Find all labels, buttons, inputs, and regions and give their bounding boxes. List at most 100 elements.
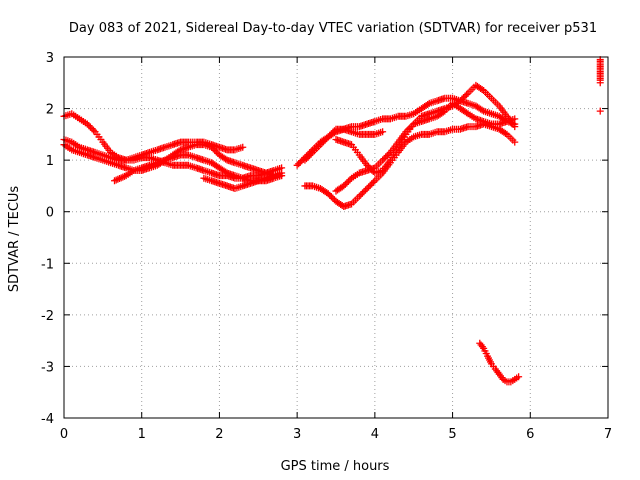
x-tick-label: 2 (215, 427, 223, 442)
data-point (343, 179, 351, 187)
data-point (379, 128, 387, 136)
data-point (88, 125, 96, 133)
data-point (301, 156, 309, 164)
data-points (60, 56, 604, 386)
data-point (296, 158, 304, 166)
data-point (304, 153, 312, 161)
data-point (320, 138, 328, 146)
y-tick-label: -2 (41, 309, 54, 324)
x-axis-label: GPS time / hours (281, 459, 390, 474)
data-point (382, 153, 390, 161)
data-series-track-b (60, 136, 247, 164)
data-point (117, 174, 125, 182)
data-point (121, 172, 129, 180)
data-series-track-l (596, 56, 604, 115)
data-point (316, 141, 324, 149)
data-point (511, 138, 519, 146)
data-point (355, 192, 363, 200)
data-point (295, 160, 303, 168)
data-point (344, 177, 352, 185)
data-point (365, 183, 373, 191)
grid-lines (64, 57, 608, 418)
x-tick-label: 1 (138, 427, 146, 442)
y-tick-label: 1 (46, 154, 54, 169)
data-series-track-e (200, 169, 286, 193)
data-series-track-g (301, 125, 387, 164)
data-point (515, 373, 523, 381)
data-point (209, 145, 217, 153)
data-series-track-k (476, 339, 523, 386)
y-axis-label: SDTVAR / TECUs (7, 186, 22, 293)
data-point (596, 79, 604, 87)
data-point (327, 193, 335, 201)
y-tick-label: 0 (46, 206, 54, 221)
data-point (119, 173, 127, 181)
data-point (116, 175, 124, 183)
data-point (369, 178, 377, 186)
data-point (293, 161, 301, 169)
data-point (111, 177, 119, 185)
data-point (379, 156, 387, 164)
data-point (456, 97, 464, 105)
data-point (278, 169, 286, 177)
data-point (112, 176, 120, 184)
data-point (461, 92, 469, 100)
data-point (463, 91, 471, 99)
data-point (362, 186, 370, 194)
y-tick-label: -4 (41, 412, 54, 427)
data-point (302, 155, 310, 163)
data-point (360, 188, 368, 196)
data-point (363, 185, 371, 193)
data-point (324, 190, 332, 198)
x-tick-label: 3 (293, 427, 301, 442)
data-point (357, 191, 365, 199)
data-point (341, 180, 349, 188)
y-tick-label: -3 (41, 360, 54, 375)
data-point (208, 143, 216, 151)
data-point (596, 107, 604, 115)
data-point (329, 194, 337, 202)
data-point (380, 155, 388, 163)
data-point (326, 131, 334, 139)
data-point (327, 130, 335, 138)
y-tick-labels: -4 -3 -2 -1 0 1 2 3 (41, 51, 54, 427)
data-point (83, 120, 91, 128)
data-series-track-j (332, 99, 519, 195)
data-point (306, 152, 314, 160)
data-point (222, 168, 230, 176)
data-point (366, 181, 374, 189)
data-point (307, 150, 315, 158)
x-tick-label: 4 (371, 427, 379, 442)
data-point (458, 95, 466, 103)
y-tick-label: -1 (41, 257, 54, 272)
data-point (212, 148, 220, 156)
data-point (385, 150, 393, 158)
plot-frame (63, 56, 609, 419)
data-point (511, 115, 519, 123)
data-point (114, 175, 122, 183)
data-point (358, 189, 366, 197)
y-tick-label: 3 (46, 51, 54, 66)
data-point (326, 191, 334, 199)
data-point (324, 133, 332, 141)
data-point (330, 127, 338, 135)
data-point (222, 155, 230, 163)
x-tick-label: 7 (604, 427, 612, 442)
data-point (321, 136, 329, 144)
x-tick-label: 6 (526, 427, 534, 442)
data-point (85, 122, 93, 130)
data-point (478, 106, 486, 114)
data-point (368, 180, 376, 188)
x-tick-label: 0 (60, 427, 68, 442)
chart-title: Day 083 of 2021, Sidereal Day-to-day VTE… (69, 21, 597, 36)
data-point (459, 94, 467, 102)
data-point (424, 100, 432, 108)
data-point (86, 123, 94, 131)
data-point (239, 143, 247, 151)
data-point (318, 139, 326, 147)
y-tick-label: 2 (46, 103, 54, 118)
x-tick-label: 5 (448, 427, 456, 442)
data-point (383, 152, 391, 160)
data-point (323, 134, 331, 142)
